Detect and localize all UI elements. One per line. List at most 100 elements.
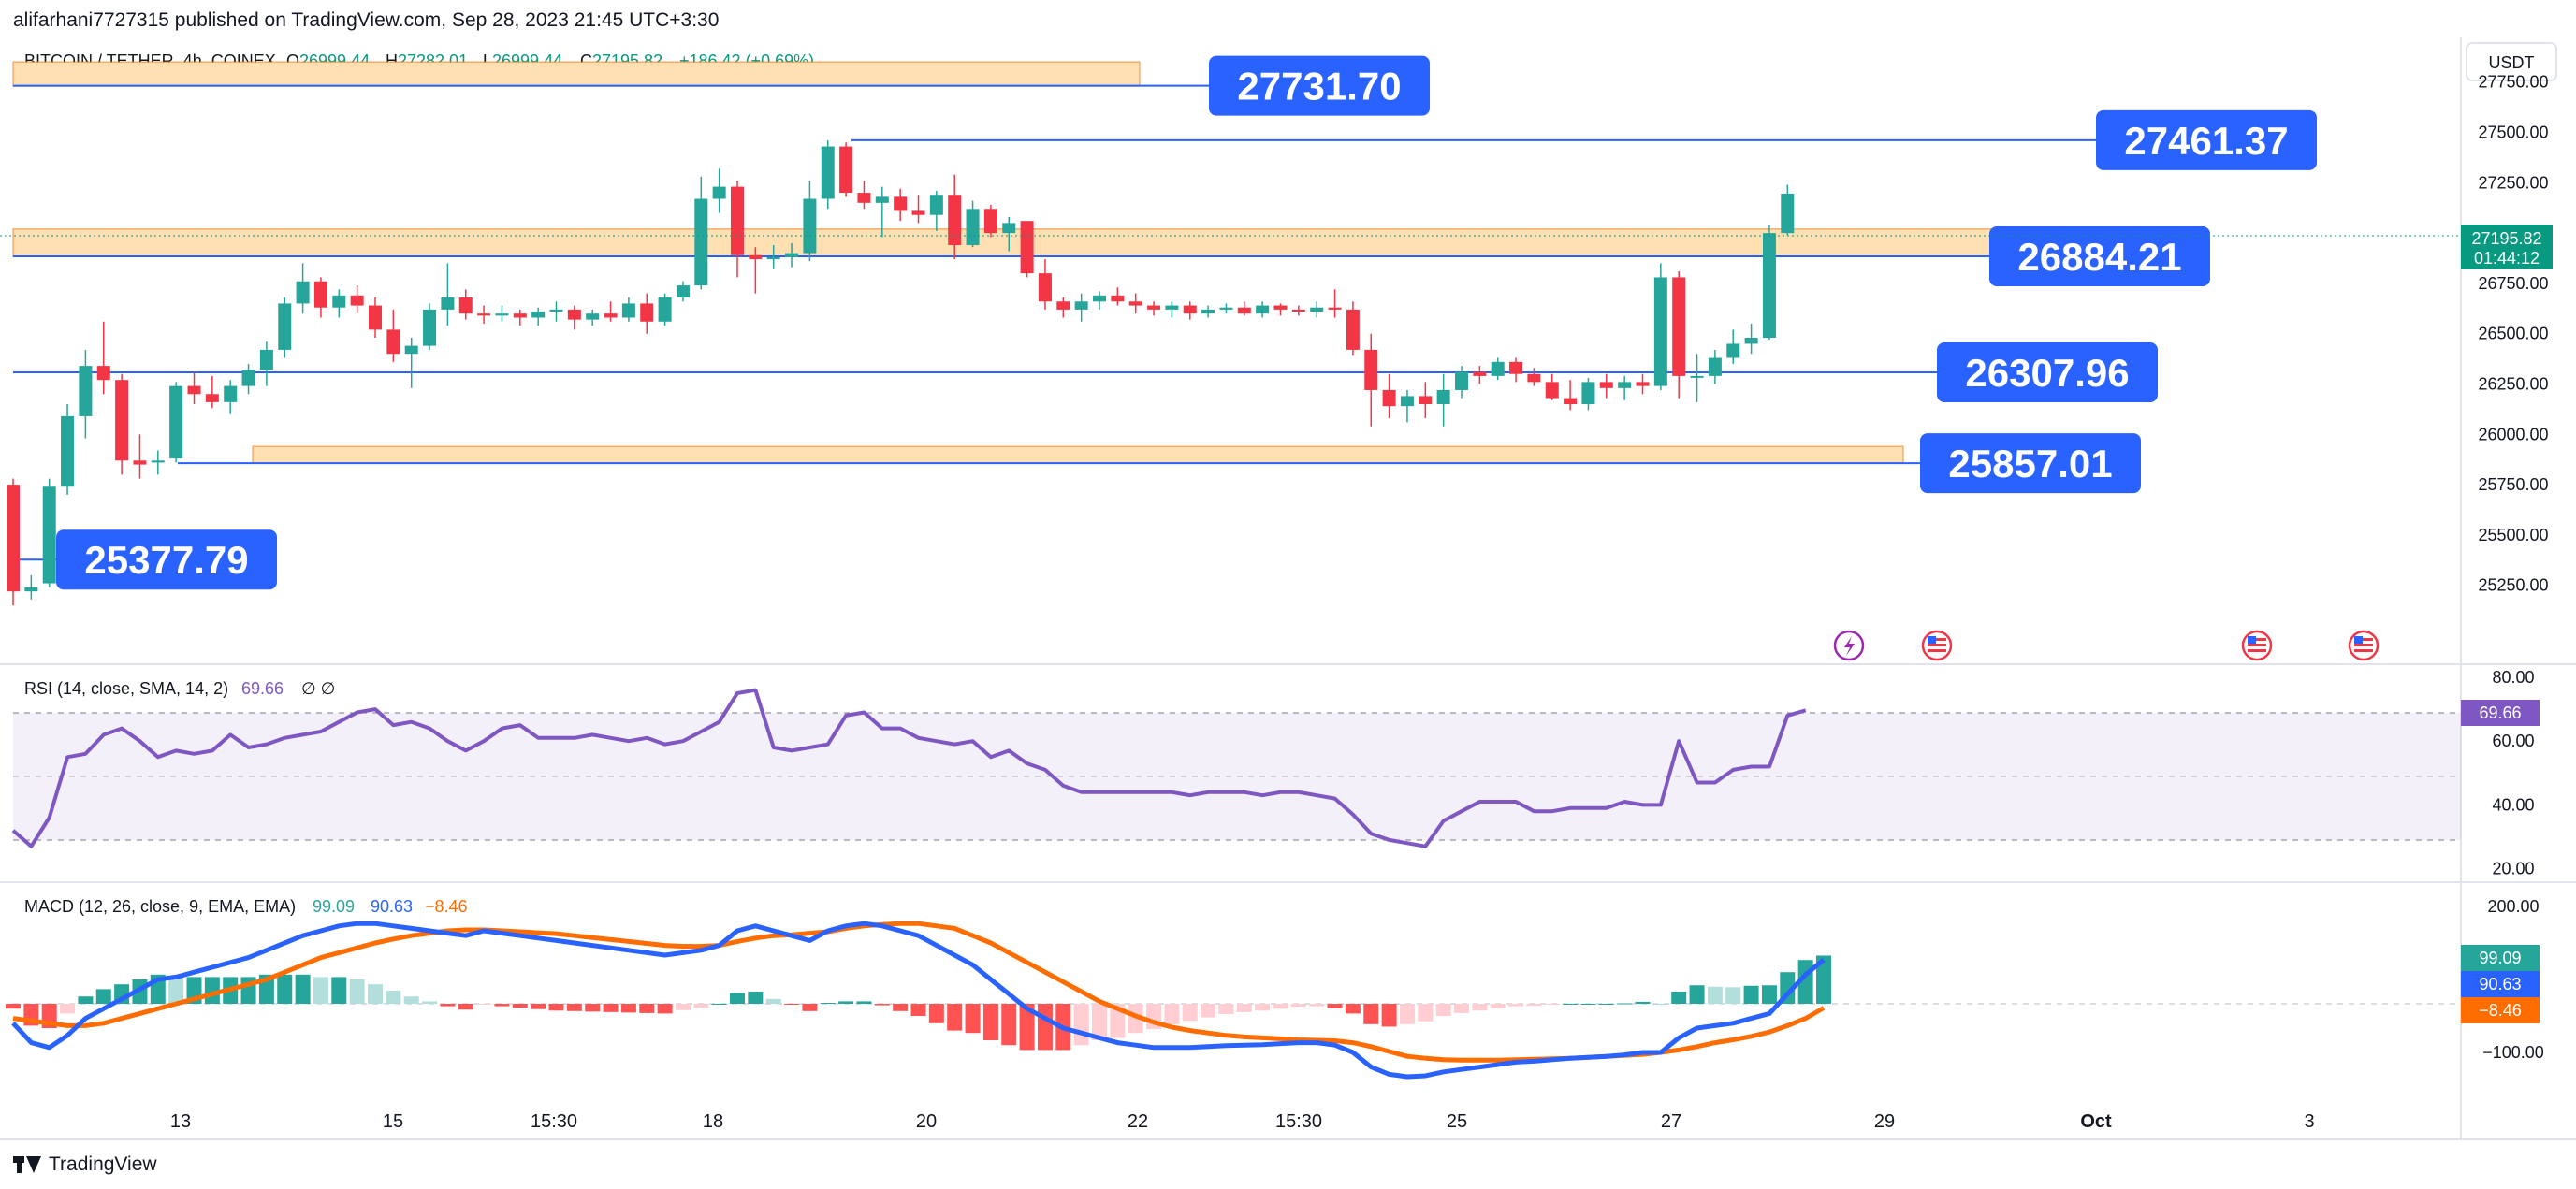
candle: [1599, 373, 1613, 399]
candle: [604, 301, 618, 322]
rsi-badge-bg: [2461, 700, 2540, 726]
candle: [929, 190, 943, 231]
time-tick: 3: [2304, 1111, 2314, 1132]
macd-tick: −100.00: [2482, 1043, 2544, 1062]
candle: [1183, 301, 1197, 320]
candle: [1291, 305, 1305, 316]
candle: [1527, 368, 1541, 386]
level-label-text: 26307.96: [1965, 351, 2129, 395]
candle: [278, 297, 292, 358]
macd-hist-bar: [1255, 1004, 1271, 1011]
level-label-text: 26884.21: [2017, 235, 2181, 279]
us-flag-icon[interactable]: [2241, 630, 2273, 661]
macd-hist-bar: [675, 1004, 691, 1010]
macd-hist-bar: [386, 990, 401, 1004]
zone-rect: [252, 445, 1904, 464]
macd-hist-bar: [1454, 1004, 1469, 1013]
candle: [1111, 287, 1125, 306]
candle: [1436, 373, 1450, 427]
macd-hist-bar: [1327, 1004, 1343, 1008]
candle: [621, 297, 635, 322]
candle: [1093, 291, 1106, 310]
macd-hist-bar: [1707, 986, 1723, 1004]
macd-hist-bar: [168, 977, 184, 1004]
time-tick: Oct: [2080, 1111, 2112, 1132]
candle: [1056, 297, 1070, 318]
candle: [1256, 301, 1270, 318]
level-label[interactable]: 25857.01: [1920, 433, 2141, 494]
price-tick: 26250.00: [2478, 375, 2548, 394]
price-tick: 26000.00: [2478, 425, 2548, 443]
candle: [513, 309, 527, 326]
price-tick: 27750.00: [2478, 73, 2548, 92]
candle: [567, 305, 581, 330]
time-tick: 29: [1874, 1111, 1895, 1132]
macd-hist-bar: [548, 1004, 564, 1011]
candle: [911, 195, 925, 224]
candle: [96, 321, 110, 395]
macd-hist-bar: [1345, 1004, 1361, 1014]
level-label[interactable]: 27731.70: [1209, 55, 1430, 116]
candle: [205, 375, 219, 409]
price-tick: 27500.00: [2478, 123, 2548, 142]
price-tick: 27250.00: [2478, 173, 2548, 192]
candle: [1346, 301, 1360, 356]
macd-title: MACD (12, 26, close, 9, EMA, EMA): [24, 897, 296, 916]
candle: [839, 142, 853, 197]
level-label[interactable]: 27461.37: [2096, 109, 2317, 170]
macd-hist-bar: [1019, 1004, 1035, 1051]
l-label: L: [483, 51, 492, 70]
lightning-icon[interactable]: [1833, 630, 1865, 661]
candle: [1564, 380, 1578, 411]
candle: [313, 277, 327, 318]
macd-hist-bar: [657, 1004, 673, 1014]
candle: [1364, 333, 1378, 427]
currency-button[interactable]: USDT: [2466, 42, 2557, 81]
macd-tick: 200.00: [2487, 897, 2539, 916]
price-tick: 25500.00: [2478, 526, 2548, 544]
level-label[interactable]: 26307.96: [1937, 342, 2158, 403]
time-tick: 15:30: [1275, 1111, 1322, 1132]
level-label[interactable]: 26884.21: [1989, 226, 2210, 287]
macd-hist-badge: 99.09: [2479, 949, 2521, 967]
candle: [386, 309, 400, 362]
supply-demand-zones: [12, 61, 2007, 464]
candle: [332, 289, 346, 318]
candle: [241, 363, 255, 395]
us-flag-icon[interactable]: [2348, 630, 2380, 661]
macd-hist-bar: [893, 1004, 909, 1011]
candle: [1128, 293, 1142, 314]
macd-hist-bar: [965, 1004, 981, 1034]
macd-hist-bar: [1725, 987, 1741, 1004]
time-tick: 13: [170, 1111, 191, 1132]
level-label[interactable]: 25377.79: [56, 529, 277, 590]
macd-hist-bar: [476, 1004, 492, 1006]
candle: [731, 181, 744, 278]
candle: [1201, 305, 1215, 318]
candle: [423, 303, 437, 350]
macd-hist-bar: [1689, 985, 1705, 1004]
level-label-text: 25377.79: [84, 538, 248, 582]
macd-hist-bar: [603, 1004, 619, 1012]
macd-hist-bar: [1418, 1004, 1434, 1022]
macd-line: [11, 921, 1826, 1080]
event-icons[interactable]: [1833, 630, 2380, 661]
candle: [712, 168, 726, 213]
rsi-tick: 80.00: [2492, 668, 2534, 687]
candle: [115, 373, 129, 475]
candle: [404, 338, 418, 388]
us-flag-icon[interactable]: [1921, 630, 1953, 661]
macd-hist-bar: [512, 1004, 528, 1008]
macd-hist-bar: [748, 992, 764, 1004]
macd-hist-bar: [1617, 1003, 1633, 1005]
time-tick: 27: [1661, 1111, 1681, 1132]
brand[interactable]: TradingView: [13, 1153, 157, 1176]
level-labels[interactable]: 27731.70 27461.37 26884.21 26307.96 25857.01…: [56, 55, 2317, 590]
macd-hist-bar: [331, 977, 347, 1004]
macd-hist-bar: [1635, 1001, 1651, 1004]
macd-hist-bar: [1399, 1004, 1415, 1024]
macd-hist-bar: [1201, 1004, 1216, 1018]
candles: [7, 140, 1795, 606]
candle: [821, 140, 835, 210]
